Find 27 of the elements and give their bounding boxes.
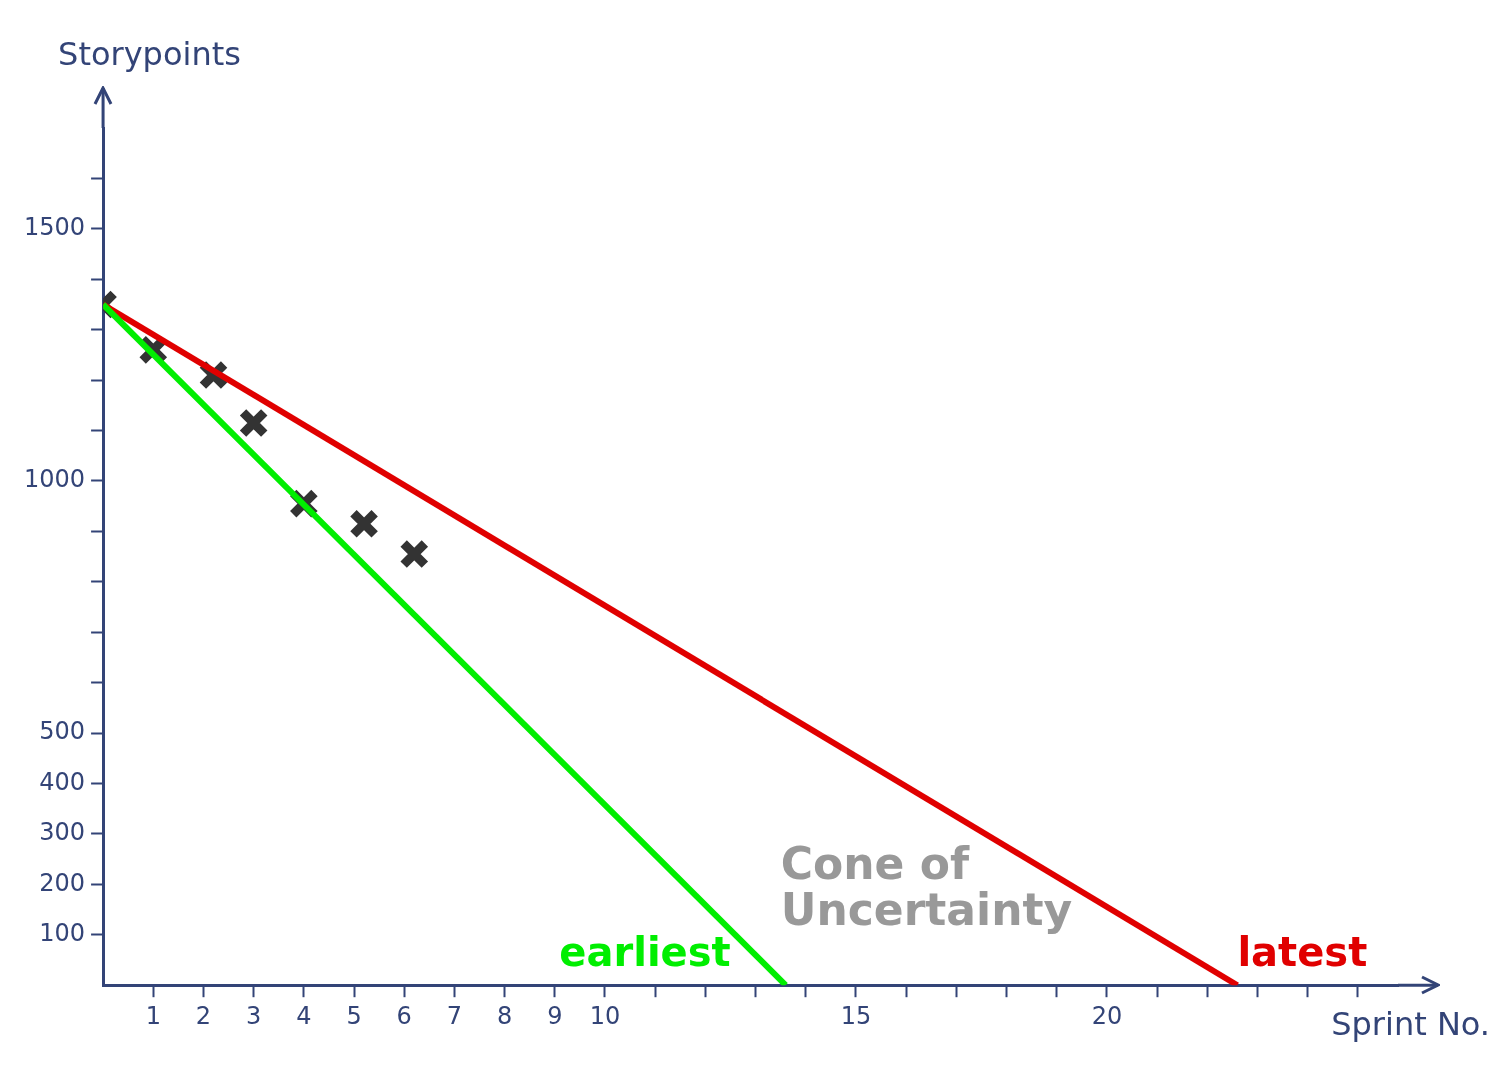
x-tick-label: 15 <box>840 1001 872 1030</box>
annotation: Cone of Uncertainty <box>780 837 1073 935</box>
y-tick-label: 500 <box>39 717 86 746</box>
x-tick-label: 9 <box>547 1001 563 1030</box>
y-tick-label: 1000 <box>24 465 86 494</box>
x-tick-label: 6 <box>396 1001 412 1030</box>
x-tick-label: 5 <box>346 1001 362 1030</box>
x-axis-title: Sprint No. <box>1331 1004 1490 1043</box>
point <box>399 538 430 570</box>
series-label: latest <box>1237 928 1368 975</box>
y-tick-label: 100 <box>39 919 86 948</box>
x-tick-label: 2 <box>195 1001 212 1030</box>
y-tick-label: 1500 <box>24 213 86 242</box>
x-tick-label: 4 <box>296 1001 312 1030</box>
y-tick-label: 200 <box>39 868 86 897</box>
x-tick-label: 1 <box>145 1001 161 1030</box>
point <box>238 407 269 439</box>
point <box>348 508 380 539</box>
x-tick-label: 10 <box>589 1001 621 1030</box>
y-tick-label: 400 <box>39 767 86 796</box>
y-tick-label: 300 <box>39 818 86 847</box>
series-label: earliest <box>559 928 731 975</box>
x-tick-label: 3 <box>246 1001 262 1030</box>
x-tick-label: 7 <box>446 1001 463 1030</box>
x-tick-label: 8 <box>496 1001 513 1030</box>
x-tick-label: 20 <box>1091 1001 1123 1030</box>
y-axis-title: Storypoints <box>58 35 241 74</box>
